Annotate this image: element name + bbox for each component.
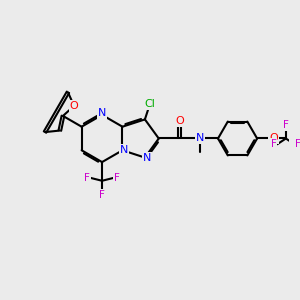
- Text: O: O: [269, 134, 278, 143]
- Text: N: N: [98, 109, 106, 118]
- Text: F: F: [271, 139, 277, 149]
- Text: O: O: [70, 101, 78, 111]
- Text: O: O: [175, 116, 184, 126]
- Text: Cl: Cl: [144, 99, 155, 110]
- Text: F: F: [84, 173, 90, 183]
- Text: F: F: [99, 190, 105, 200]
- Text: N: N: [196, 134, 204, 143]
- Text: N: N: [143, 153, 152, 163]
- Text: F: F: [114, 173, 120, 183]
- Text: N: N: [120, 145, 128, 155]
- Text: F: F: [283, 120, 289, 130]
- Text: F: F: [295, 139, 300, 149]
